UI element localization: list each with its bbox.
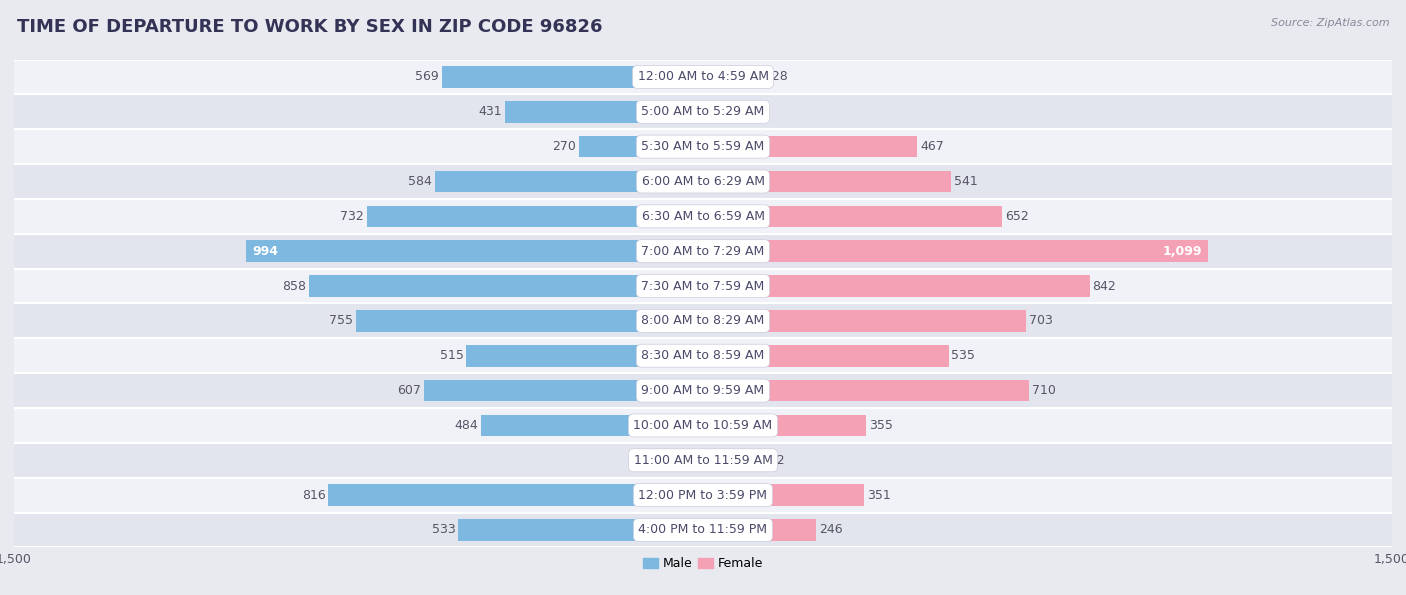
Text: 9:00 AM to 9:59 AM: 9:00 AM to 9:59 AM xyxy=(641,384,765,397)
Bar xyxy=(14,303,1392,339)
Text: 515: 515 xyxy=(440,349,464,362)
Bar xyxy=(703,101,731,123)
Text: 5:00 AM to 5:29 AM: 5:00 AM to 5:29 AM xyxy=(641,105,765,118)
Bar xyxy=(703,484,865,506)
Text: 8:30 AM to 8:59 AM: 8:30 AM to 8:59 AM xyxy=(641,349,765,362)
Text: 355: 355 xyxy=(869,419,893,432)
Text: 93: 93 xyxy=(641,454,658,466)
Bar xyxy=(14,129,1392,164)
Bar xyxy=(434,171,703,192)
Text: 11:00 AM to 11:59 AM: 11:00 AM to 11:59 AM xyxy=(634,454,772,466)
Bar xyxy=(703,66,762,87)
Text: 7:00 AM to 7:29 AM: 7:00 AM to 7:29 AM xyxy=(641,245,765,258)
Bar xyxy=(703,205,1002,227)
Text: 6:30 AM to 6:59 AM: 6:30 AM to 6:59 AM xyxy=(641,210,765,223)
Bar xyxy=(14,478,1392,512)
Legend: Male, Female: Male, Female xyxy=(638,552,768,575)
Text: 60: 60 xyxy=(734,105,749,118)
Bar xyxy=(14,164,1392,199)
Bar xyxy=(14,268,1392,303)
Bar xyxy=(14,339,1392,373)
Bar xyxy=(481,415,703,436)
Bar xyxy=(425,380,703,402)
Bar xyxy=(703,380,1029,402)
Bar xyxy=(505,101,703,123)
Text: 842: 842 xyxy=(1092,280,1116,293)
Bar xyxy=(703,136,918,158)
Bar xyxy=(14,512,1392,547)
Text: 533: 533 xyxy=(432,524,456,537)
Bar xyxy=(246,240,703,262)
Bar xyxy=(703,275,1090,297)
Text: TIME OF DEPARTURE TO WORK BY SEX IN ZIP CODE 96826: TIME OF DEPARTURE TO WORK BY SEX IN ZIP … xyxy=(17,18,602,36)
Text: 703: 703 xyxy=(1029,314,1053,327)
Bar xyxy=(14,443,1392,478)
Bar xyxy=(458,519,703,541)
Bar xyxy=(328,484,703,506)
Text: 652: 652 xyxy=(1005,210,1029,223)
Text: 1,099: 1,099 xyxy=(1163,245,1202,258)
Text: 128: 128 xyxy=(765,70,789,83)
Bar xyxy=(14,60,1392,95)
Text: 7:30 AM to 7:59 AM: 7:30 AM to 7:59 AM xyxy=(641,280,765,293)
Text: 431: 431 xyxy=(478,105,502,118)
Text: 755: 755 xyxy=(329,314,353,327)
Bar xyxy=(14,373,1392,408)
Bar xyxy=(703,310,1026,331)
Bar xyxy=(579,136,703,158)
Text: 246: 246 xyxy=(818,524,842,537)
Bar xyxy=(14,95,1392,129)
Bar xyxy=(703,415,866,436)
Bar xyxy=(441,66,703,87)
Text: 122: 122 xyxy=(762,454,786,466)
Text: 569: 569 xyxy=(415,70,439,83)
Text: 535: 535 xyxy=(952,349,976,362)
Text: 8:00 AM to 8:29 AM: 8:00 AM to 8:29 AM xyxy=(641,314,765,327)
Bar xyxy=(661,449,703,471)
Bar xyxy=(356,310,703,331)
Bar xyxy=(367,205,703,227)
Text: 4:00 PM to 11:59 PM: 4:00 PM to 11:59 PM xyxy=(638,524,768,537)
Text: 710: 710 xyxy=(1032,384,1056,397)
Bar xyxy=(703,171,952,192)
Text: 858: 858 xyxy=(283,280,307,293)
Text: Source: ZipAtlas.com: Source: ZipAtlas.com xyxy=(1271,18,1389,28)
Bar xyxy=(309,275,703,297)
Text: 732: 732 xyxy=(340,210,364,223)
Text: 10:00 AM to 10:59 AM: 10:00 AM to 10:59 AM xyxy=(634,419,772,432)
Bar xyxy=(14,199,1392,234)
Bar xyxy=(703,240,1208,262)
Bar xyxy=(703,449,759,471)
Text: 6:00 AM to 6:29 AM: 6:00 AM to 6:29 AM xyxy=(641,175,765,188)
Bar xyxy=(14,408,1392,443)
Text: 5:30 AM to 5:59 AM: 5:30 AM to 5:59 AM xyxy=(641,140,765,153)
Bar xyxy=(703,345,949,367)
Bar xyxy=(703,519,815,541)
Text: 484: 484 xyxy=(454,419,478,432)
Bar xyxy=(467,345,703,367)
Text: 12:00 PM to 3:59 PM: 12:00 PM to 3:59 PM xyxy=(638,488,768,502)
Text: 541: 541 xyxy=(955,175,979,188)
Text: 816: 816 xyxy=(302,488,325,502)
Text: 467: 467 xyxy=(921,140,943,153)
Text: 584: 584 xyxy=(408,175,432,188)
Text: 12:00 AM to 4:59 AM: 12:00 AM to 4:59 AM xyxy=(637,70,769,83)
Text: 607: 607 xyxy=(398,384,422,397)
Bar xyxy=(14,234,1392,268)
Text: 351: 351 xyxy=(868,488,891,502)
Text: 270: 270 xyxy=(553,140,576,153)
Text: 994: 994 xyxy=(252,245,278,258)
